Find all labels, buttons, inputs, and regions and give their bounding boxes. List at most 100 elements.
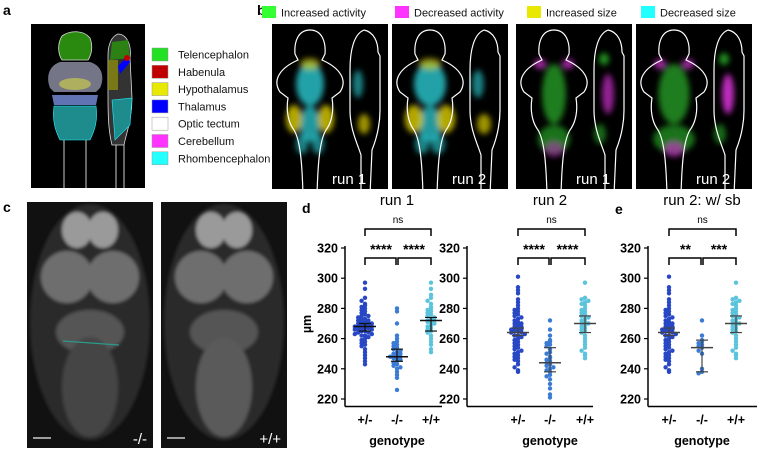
signal-blob [542,64,566,124]
data-point [428,346,434,352]
data-point [733,303,739,308]
y-tick-label: 320 [620,242,641,256]
legend-label: Rhombencephalon [178,153,270,165]
image-background [636,24,752,189]
data-point [582,336,588,341]
data-point [398,365,403,370]
data-point [512,365,517,370]
signal-blob [562,59,574,69]
data-point [547,372,553,378]
data-point [359,337,364,343]
data-point [362,359,368,364]
data-point [398,351,403,356]
data-point [362,316,368,322]
data-point [391,343,396,349]
brain-signal [30,204,150,440]
plot-title: run 1 [380,192,414,209]
data-point [582,295,588,301]
data-point [428,292,434,298]
legend-changes: Increased activity Decreased activity Incr… [262,6,736,20]
telencephalon-region [58,31,93,61]
data-point [582,345,588,350]
data-point [515,356,521,361]
data-point [515,312,521,317]
signal-blob [404,105,424,133]
x-axis-label: genotype [369,434,425,448]
signal-blob [602,74,614,114]
data-point [394,366,400,371]
signal-blob [296,134,308,154]
data-point [512,321,517,326]
data-point [579,318,584,323]
data-point [512,346,517,352]
data-point [515,274,521,279]
data-point [515,342,521,347]
data-point [547,333,553,338]
data-point [428,280,434,285]
data-point [362,342,368,347]
data-point [579,310,584,316]
data-point [366,334,371,340]
plot-3: run 2: w/ sb 220 240 260 280 300 320 +/- -/- +/+ g… [620,192,757,448]
data-point [512,318,517,323]
data-point [733,342,739,347]
data-point [666,300,672,305]
legend-label: Thalamus [178,101,227,113]
genotype-label: -/- [133,431,147,448]
data-point [547,377,553,382]
data-point [432,321,437,326]
optic-tectum [221,251,273,303]
data-point [670,315,675,320]
optic-tectum [41,251,93,303]
data-point [663,346,668,352]
data-point [519,348,524,353]
run-label: run 2 [696,171,730,188]
brain-signal [164,204,284,440]
data-point [733,356,739,361]
legend-label: Hypothalamus [178,84,249,96]
data-point [515,291,521,296]
data-point [362,306,368,311]
signal-blob [300,106,320,142]
data-point [733,339,739,344]
data-point [515,362,521,367]
data-point [666,362,672,367]
data-point [428,336,434,341]
heatmap-image: run 1 [272,24,388,196]
legend-label: Increased size [546,8,617,20]
signal-blob [664,141,684,157]
data-point [359,316,364,322]
telencephalon [222,212,252,248]
data-point [428,301,434,307]
data-point [359,340,364,346]
x-tick-label: +/- [662,413,677,427]
signal-blobs [534,53,614,157]
data-point [515,336,521,341]
data-point [359,298,364,304]
data-point [544,340,549,346]
significance-label: ns [697,215,708,226]
signal-blob [296,62,324,106]
data-point [547,339,553,344]
legend-swatch [151,116,169,131]
x-tick-label: -/- [544,413,556,427]
data-point [359,333,364,338]
data-point [512,340,517,346]
data-point [666,359,672,364]
data-point [579,327,584,332]
signal-blob [654,59,666,69]
y-tick-label: 240 [439,362,460,376]
signal-blob [413,62,447,106]
data-point [394,336,400,341]
cerebellum [56,310,124,354]
y-tick-label: 280 [620,302,641,316]
significance-bracket [517,228,586,236]
data-point [356,321,361,326]
data-point [582,356,588,361]
significance-label: *** [711,241,728,257]
data-point [362,356,368,361]
signal-blob [318,105,334,133]
plot-1: run 1 220 240 260 280 300 320 +/- -/- +/+ genotype… [317,192,442,448]
significance-bracket [550,257,586,265]
